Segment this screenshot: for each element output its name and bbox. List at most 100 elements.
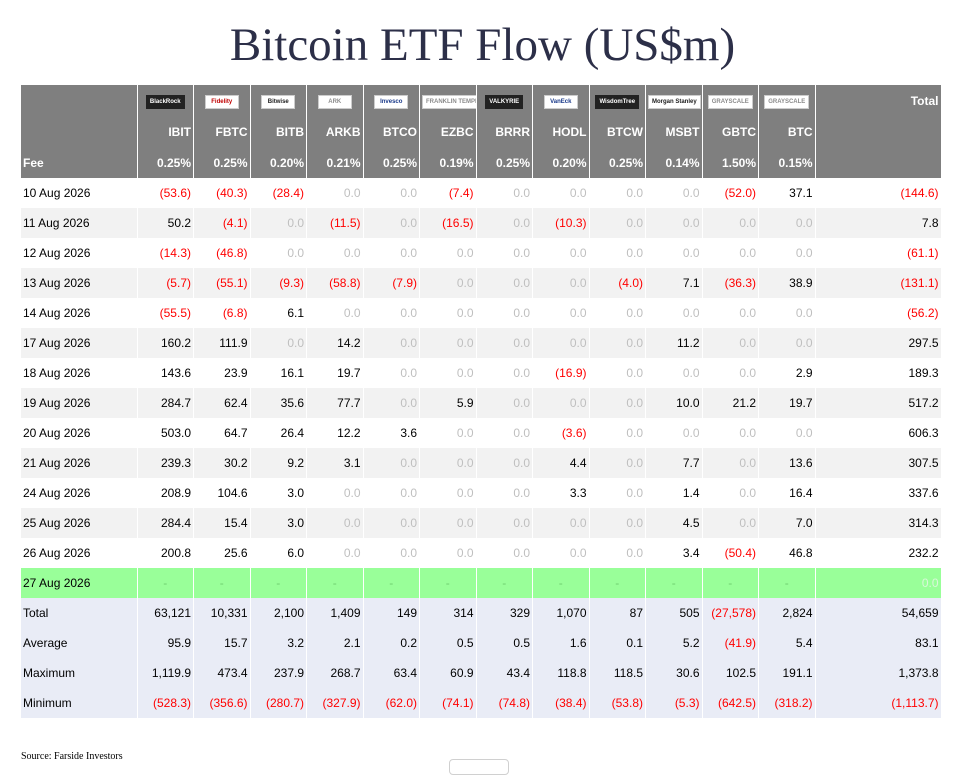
flow-cell: 14.2 xyxy=(306,328,364,358)
table-row: 19 Aug 2026 284.7 62.4 35.6 77.7 0.0 5.9 0.0 0.0… xyxy=(21,388,942,418)
flow-cell: 200.8 xyxy=(137,538,194,568)
flow-cell: 0.0 xyxy=(589,478,646,508)
flow-cell: 0.0 xyxy=(306,478,364,508)
issuer-logo-cell: Invesco xyxy=(363,85,420,116)
ticker-header: BRRR xyxy=(476,116,533,147)
flow-cell: 0.0 xyxy=(702,478,759,508)
summary-cell: (280.7) xyxy=(250,688,307,718)
summary-label: Maximum xyxy=(21,658,138,688)
flow-cell: 143.6 xyxy=(137,358,194,388)
flow-cell: (9.3) xyxy=(250,268,307,298)
ticker-header: FBTC xyxy=(193,116,251,147)
summary-cell: (318.2) xyxy=(758,688,816,718)
flow-cell: 1.4 xyxy=(645,478,703,508)
flow-cell: 35.6 xyxy=(250,388,307,418)
date-cell: 26 Aug 2026 xyxy=(21,538,138,568)
issuer-logo-cell: WisdomTree xyxy=(589,85,646,116)
flow-cell: 0.0 xyxy=(702,418,759,448)
row-total-cell: (56.2) xyxy=(815,298,942,328)
flow-cell: - xyxy=(193,568,251,598)
flow-cell: (3.6) xyxy=(532,418,590,448)
flow-cell: 0.0 xyxy=(250,328,307,358)
flow-cell: 7.1 xyxy=(645,268,703,298)
fee-cell: 0.25% xyxy=(363,147,420,178)
flow-cell: 0.0 xyxy=(589,418,646,448)
summary-cell: 63.4 xyxy=(363,658,420,688)
flow-cell: 0.0 xyxy=(532,238,590,268)
flow-cell: 0.0 xyxy=(532,178,590,208)
date-cell: 21 Aug 2026 xyxy=(21,448,138,478)
flow-cell: 0.0 xyxy=(476,208,533,238)
pending-row: 27 Aug 2026- - - - - - - - - - - -0.0 xyxy=(21,568,942,598)
issuer-logo: Morgan Stanley xyxy=(648,95,701,109)
ticker-label-cell xyxy=(21,116,138,147)
flow-cell: 0.0 xyxy=(476,328,533,358)
flow-cell: 0.0 xyxy=(476,418,533,448)
flow-cell: - xyxy=(532,568,590,598)
summary-cell: 1.6 xyxy=(532,628,590,658)
flow-cell: 0.0 xyxy=(476,358,533,388)
date-cell: 27 Aug 2026 xyxy=(21,568,138,598)
summary-cell: 63,121 xyxy=(137,598,194,628)
flow-cell: 0.0 xyxy=(589,388,646,418)
flow-cell: 0.0 xyxy=(419,238,477,268)
flow-cell: 0.0 xyxy=(476,448,533,478)
flow-cell: 5.9 xyxy=(419,388,477,418)
flow-cell: 0.0 xyxy=(476,388,533,418)
flow-cell: - xyxy=(702,568,759,598)
flow-cell: (58.8) xyxy=(306,268,364,298)
summary-cell: 102.5 xyxy=(702,658,759,688)
flow-cell: 0.0 xyxy=(306,508,364,538)
flow-cell: 0.0 xyxy=(419,448,477,478)
scroll-handle[interactable] xyxy=(449,759,509,775)
flow-cell: - xyxy=(250,568,307,598)
flow-cell: 7.0 xyxy=(758,508,816,538)
flow-cell: 25.6 xyxy=(193,538,251,568)
etf-flow-table: BlackRock Fidelity Bitwise ARK Invesco FRANKL… xyxy=(21,85,942,718)
flow-cell: 0.0 xyxy=(250,238,307,268)
issuer-logo: FRANKLIN TEMPLETON xyxy=(422,95,476,109)
flow-cell: 0.0 xyxy=(532,328,590,358)
flow-cell: (5.7) xyxy=(137,268,194,298)
flow-cell: 0.0 xyxy=(419,538,477,568)
fee-cell: 0.14% xyxy=(645,147,703,178)
flow-cell: 0.0 xyxy=(363,178,420,208)
date-cell: 11 Aug 2026 xyxy=(21,208,138,238)
summary-label: Minimum xyxy=(21,688,138,718)
flow-cell: 7.7 xyxy=(645,448,703,478)
flow-cell: 0.0 xyxy=(419,418,477,448)
summary-cell: 5.4 xyxy=(758,628,816,658)
flow-cell: 0.0 xyxy=(363,508,420,538)
summary-total-cell: 1,373.8 xyxy=(815,658,942,688)
flow-cell: 37.1 xyxy=(758,178,816,208)
summary-cell: (53.8) xyxy=(589,688,646,718)
flow-cell: (28.4) xyxy=(250,178,307,208)
flow-cell: - xyxy=(419,568,477,598)
flow-cell: 0.0 xyxy=(645,208,703,238)
flow-cell: (16.9) xyxy=(532,358,590,388)
fee-cell: 0.25% xyxy=(193,147,251,178)
flow-cell: 284.4 xyxy=(137,508,194,538)
page-title: Bitcoin ETF Flow (US$m) xyxy=(229,19,736,71)
fee-label: Fee xyxy=(21,147,138,178)
fee-cell: 0.25% xyxy=(137,147,194,178)
fee-cell: 0.25% xyxy=(476,147,533,178)
flow-cell: 104.6 xyxy=(193,478,251,508)
flow-cell: 0.0 xyxy=(419,328,477,358)
summary-cell: 0.1 xyxy=(589,628,646,658)
flow-cell: 77.7 xyxy=(306,388,364,418)
issuer-logo-cell: BlackRock xyxy=(137,85,194,116)
flow-cell: 503.0 xyxy=(137,418,194,448)
summary-cell: 2,824 xyxy=(758,598,816,628)
table-row: 11 Aug 2026 50.2 (4.1) 0.0 (11.5) 0.0 (16.5) 0.… xyxy=(21,208,942,238)
flow-cell: - xyxy=(306,568,364,598)
flow-cell: 0.0 xyxy=(476,298,533,328)
issuer-logo-cell: Morgan Stanley xyxy=(645,85,703,116)
fee-cell: 0.25% xyxy=(589,147,646,178)
table-row: 21 Aug 2026 239.3 30.2 9.2 3.1 0.0 0.0 0.0 4.4 0.… xyxy=(21,448,942,478)
flow-cell: 4.4 xyxy=(532,448,590,478)
flow-cell: 0.0 xyxy=(476,478,533,508)
flow-cell: (6.8) xyxy=(193,298,251,328)
flow-cell: 111.9 xyxy=(193,328,251,358)
flow-cell: 0.0 xyxy=(476,508,533,538)
